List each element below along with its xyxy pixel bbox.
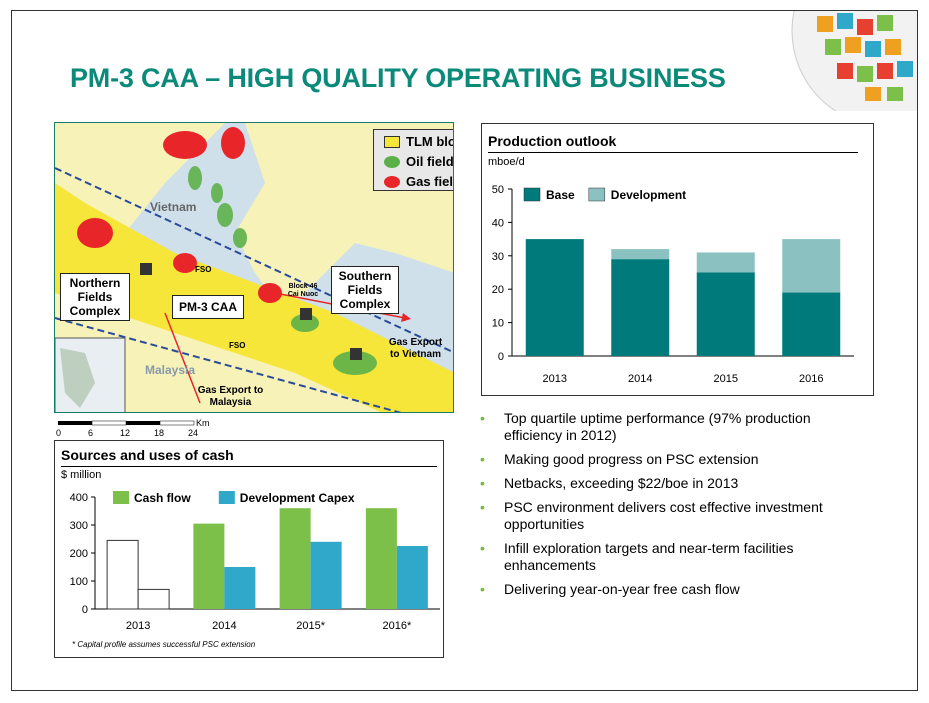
y-tick-label: 30 [492,251,504,263]
cash-chart-title: Sources and uses of cash [61,447,234,463]
bullet-item: Netbacks, exceeding $22/boe in 2013 [480,475,860,492]
x-tick-label: 2016* [382,620,411,632]
footnote: * Capital profile assumes successful PSC… [72,640,256,649]
y-tick-label: 300 [70,520,88,532]
bar-development-capex [310,541,342,609]
bullet-item: Delivering year-on-year free cash flow [480,581,860,598]
y-tick-label: 0 [498,351,504,363]
bar-cash-flow [279,508,311,609]
bar-development [696,252,755,273]
legend-label: Base [546,188,575,202]
malaysia-label: Malaysia [145,363,196,377]
bar-base [611,259,670,356]
globe-logo-icon [791,11,917,111]
x-tick-label: 2014 [212,620,236,632]
scale-bar-graphic [58,420,195,426]
pm3-caa-callout: PM-3 CAA [172,295,245,319]
cash-unit: $ million [61,469,102,481]
map-legend: TLM block Oil field Gas field [373,129,453,191]
bar-cash-flow [106,539,139,610]
map-scale-bar: 0 6 12 18 24 Km [54,418,224,442]
bullet-item: PSC environment delivers cost effective … [480,499,860,533]
production-chart: 0 10 20 30 40 50 2013 2014 2015 2016 Base Developme… [492,184,854,385]
sources-uses-panel: Sources and uses of cash $ million 0 100 2… [54,440,444,658]
bar-development-capex [224,567,256,609]
vietnam-label: Vietnam [150,200,197,214]
y-tick-label: 20 [492,284,504,296]
x-tick-label: 2014 [628,373,652,385]
bar-development [782,239,841,293]
y-tick-label: 0 [82,604,88,616]
bar-development-capex [137,588,170,610]
y-tick-label: 200 [70,548,88,560]
bullet-list: Top quartile uptime performance (97% pro… [480,410,860,605]
oil-field-swatch-icon [384,155,400,168]
legend-swatch [588,187,606,202]
gas-export-vietnam-label: Gas Export to Vietnam [388,337,443,360]
tlm-block-swatch-icon [384,135,400,148]
legend-oil-field: Oil field [384,154,453,169]
x-tick-label: 2015* [296,620,325,632]
production-outlook-panel: Production outlook mboe/d 0 10 20 30 40 50 201… [481,123,874,396]
scale-unit: Km [196,418,210,428]
legend-swatch [523,187,541,202]
y-tick-label: 10 [492,318,504,330]
bar-cash-flow [365,508,397,609]
y-tick-label: 100 [70,576,88,588]
fso-label-2: FSO [229,341,246,350]
y-tick-label: 400 [70,492,88,504]
production-chart-title: Production outlook [488,133,617,149]
bar-base [525,239,584,356]
x-tick-label: 2015 [714,373,738,385]
bar-cash-flow [193,523,225,609]
bullet-item: Making good progress on PSC extension [480,451,860,468]
gas-export-malaysia-label: Gas Export to Malaysia [197,385,264,408]
bar-base [782,292,841,356]
gas-field-swatch-icon [384,175,400,188]
bullet-item: Top quartile uptime performance (97% pro… [480,410,860,444]
scale-tick: 18 [154,428,165,438]
southern-fields-callout: Southern Fields Complex [331,266,399,314]
legend-swatch [218,491,235,504]
scale-tick: 0 [56,428,62,438]
production-unit: mboe/d [488,156,525,168]
block46-label: Block 46 Cai Nuoc [287,283,319,298]
y-tick-label: 40 [492,217,504,229]
bullet-item: Infill exploration targets and near-term… [480,540,860,574]
legend-tlm-block: TLM block [384,134,453,149]
map: TLM block Oil field Gas field Vietnam Ma… [54,122,454,413]
northern-fields-callout: Northern Fields Complex [60,273,130,321]
page-title: PM-3 CAA – HIGH QUALITY OPERATING BUSINE… [70,63,726,93]
y-tick-label: 50 [492,184,504,196]
fso-label-1: FSO [195,265,212,274]
cash-chart: 0 100 200 300 400 2013 2014 2015* 2016* Cash flow… [70,491,440,632]
scale-tick: 12 [120,428,131,438]
legend-gas-field: Gas field [384,174,453,189]
bar-development [611,249,670,260]
legend-label: Development [611,188,686,202]
scale-tick: 6 [88,428,94,438]
legend-label: Development Capex [240,491,355,505]
x-tick-label: 2016 [799,373,823,385]
scale-tick: 24 [188,428,199,438]
bar-development-capex [396,546,428,609]
legend-label: Cash flow [134,491,191,505]
legend-swatch [113,491,129,504]
x-tick-label: 2013 [126,620,150,632]
bar-base [696,272,755,356]
x-tick-label: 2013 [543,373,567,385]
